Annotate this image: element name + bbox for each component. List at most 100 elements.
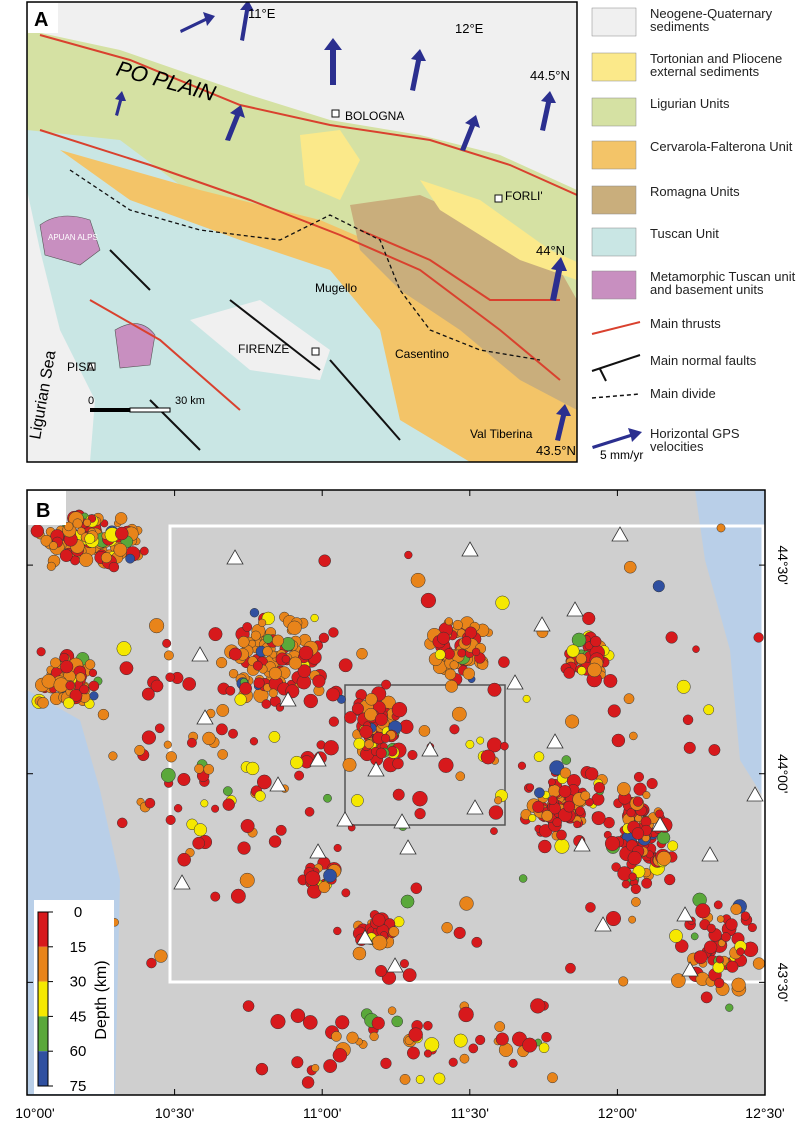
earthquake [281,654,291,664]
earthquake [353,737,366,750]
x-tick-label: 11°00' [303,1105,341,1121]
earthquake [359,725,373,739]
earthquake [399,1073,411,1085]
earthquake [250,630,261,641]
earthquake [494,796,503,805]
earthquake [237,635,250,648]
earthquake [146,957,157,969]
colorbar-tick-label: 30 [70,974,87,991]
y-tick-label: 44°00' [775,754,791,793]
earthquake [228,728,238,739]
map-label: APUAN ALPS [48,233,98,242]
earthquake [616,782,631,796]
earthquake [591,811,606,826]
earthquake [50,657,61,669]
earthquake [303,693,318,709]
earthquake [565,714,580,729]
map-label: FIRENZE [238,342,289,356]
earthquake [318,554,331,567]
earthquake [577,666,587,676]
earthquake [304,807,315,817]
gps-arrow [410,49,426,91]
earthquake [665,631,678,644]
colorbar-segment [38,1051,48,1086]
earthquake [528,814,537,823]
station [611,526,629,542]
earthquake [69,688,83,702]
earthquake [84,533,96,545]
earthquake [75,672,86,683]
earthquake [268,666,282,680]
station [701,846,719,862]
map-label: 5 mm/yr [600,448,643,462]
earthquake [249,608,260,618]
earthquake [708,744,721,756]
earthquake [566,644,580,658]
earthquake [392,757,404,770]
map-label: 12°E [455,21,484,36]
earthquake [78,552,94,567]
station [421,741,439,757]
earthquake [290,1008,306,1023]
earthquake [603,674,618,688]
external-sediments [300,130,360,200]
colorbar-segment [38,946,48,982]
earthquake [590,635,602,648]
legend-text: Tortonian and Pliocene external sediments [650,51,782,79]
panel-b-map [27,490,765,1095]
map-label: Val Tiberina [470,427,533,441]
earthquake [323,1059,338,1073]
earthquake [445,679,458,693]
earthquake [351,794,364,807]
earthquake [177,852,191,867]
station [336,811,354,827]
earthquake [628,872,637,881]
earthquake [400,894,415,909]
earthquake [471,647,481,657]
earthquake [298,645,314,661]
earthquake [632,796,644,807]
legend-swatch [591,321,641,335]
earthquake [186,737,197,748]
legend-text: Main normal faults [650,353,757,368]
earthquake [391,701,408,718]
earthquake [115,526,129,541]
earthquake [571,632,587,648]
earthquake [372,913,386,927]
map-label: BOLOGNA [345,109,404,123]
earthquake [736,947,745,956]
earthquake [552,817,562,828]
panel-a-map [27,2,577,462]
legend-swatch [591,97,637,127]
earthquake [628,915,637,924]
earthquake [712,961,725,974]
earthquake [304,870,321,886]
earthquake [268,731,281,743]
legend-text: Main divide [650,386,716,401]
earthquake [444,617,453,626]
earthquake [631,827,645,840]
gps-arrow [324,38,342,85]
station [226,549,244,565]
earthquake [242,1000,255,1012]
earthquake [471,936,483,948]
earthquake [438,757,454,773]
earthquake [487,682,502,697]
colorbar-tick-label: 60 [70,1043,87,1060]
earthquake [642,791,651,800]
earthquake [252,660,263,671]
earthquake [480,749,496,765]
earthquake [268,688,278,698]
earthquake [420,592,437,609]
station [533,616,551,632]
earthquake [192,836,205,850]
earthquake [222,786,233,796]
earthquake [457,648,467,658]
earthquake [703,940,718,954]
earthquake [291,1056,304,1069]
earthquake [242,622,253,632]
city-marker [494,194,503,203]
main-divide [69,169,541,361]
earthquake [453,926,466,939]
